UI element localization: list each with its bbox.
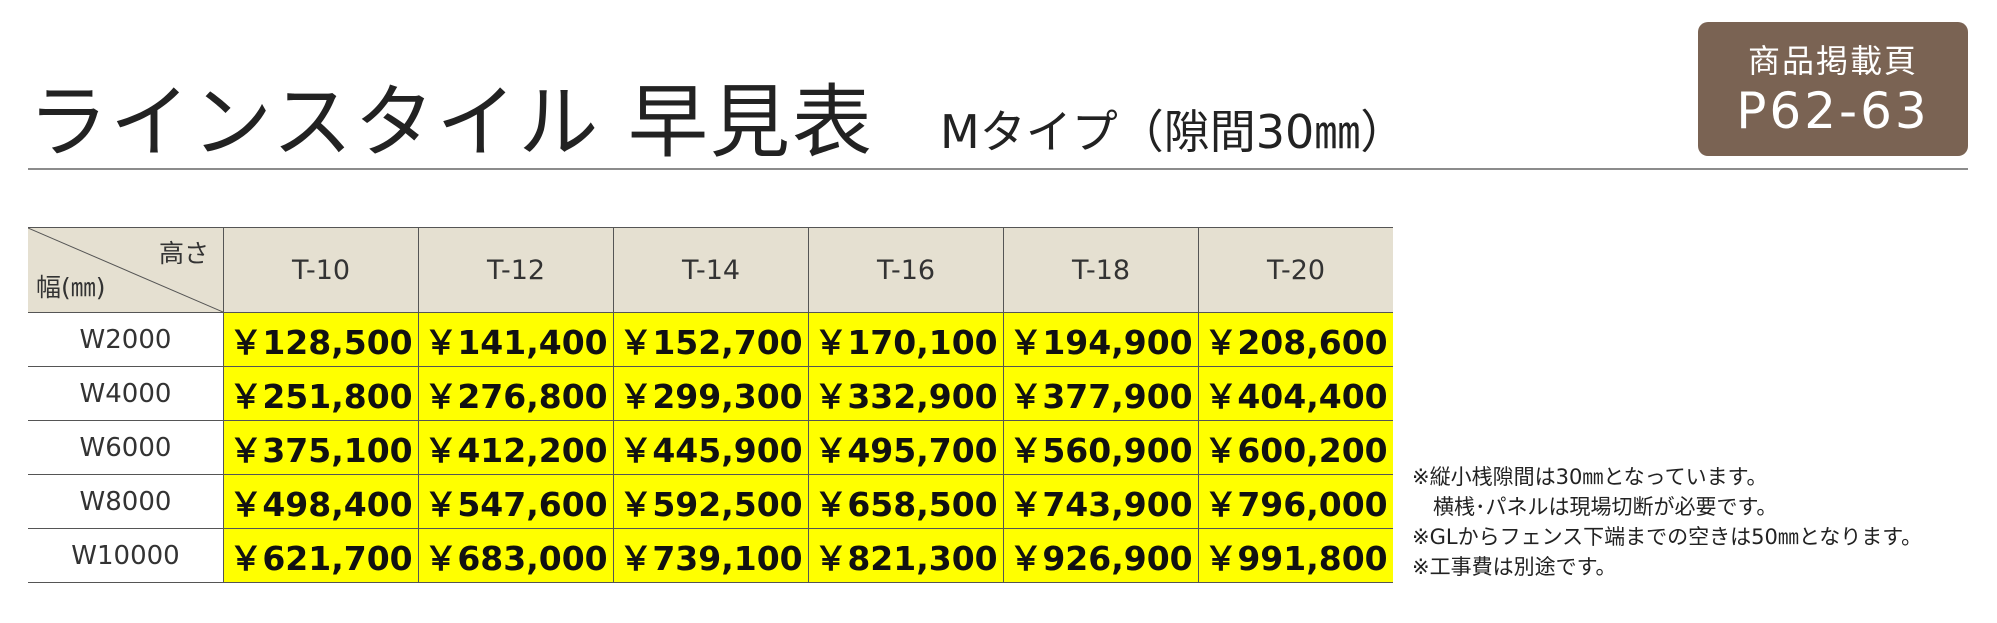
column-header: T-20: [1198, 227, 1393, 313]
diagonal: [28, 228, 223, 312]
header-row: 高さ 幅(㎜) T-10 T-12 T-14 T-16 T-18 T-20: [28, 227, 1393, 313]
row: W6000 ￥375,100 ￥412,200 ￥445,900 ￥495,700 ￥56…: [28, 420, 1393, 475]
price: ￥375,100: [223, 420, 419, 475]
corner-height: 高さ: [158, 239, 209, 268]
row-label: W6000: [28, 420, 224, 475]
price: ￥600,200: [1198, 420, 1393, 475]
column-header: T-14: [613, 227, 809, 313]
row: W2000 ￥128,500 ￥141,400 ￥152,700 ￥170,100 ￥19…: [28, 312, 1393, 367]
price: ￥658,500: [808, 474, 1004, 529]
price: ￥796,000: [1198, 474, 1393, 529]
row-label: W2000: [28, 312, 224, 367]
price: ￥495,700: [808, 420, 1004, 475]
note: ※縦小桟隙間は30㎜となっています。: [1412, 465, 1768, 489]
price: ￥621,700: [223, 528, 419, 583]
price: ￥404,400: [1198, 366, 1393, 421]
row-label: W8000: [28, 474, 224, 529]
price: ￥412,200: [418, 420, 614, 475]
price: ￥141,400: [418, 312, 614, 367]
column-header: T-12: [418, 227, 614, 313]
column-header: T-10: [223, 227, 419, 313]
note: ※工事費は別途です。: [1412, 555, 1617, 579]
subtitle: Mタイプ（隙間30㎜）: [940, 105, 1407, 159]
column-header: T-16: [808, 227, 1004, 313]
price: ￥208,600: [1198, 312, 1393, 367]
corner-cell: 高さ 幅(㎜): [28, 227, 224, 313]
price: ￥170,100: [808, 312, 1004, 367]
price: ￥276,800: [418, 366, 614, 421]
divider: [28, 168, 1968, 170]
note: 横桟･パネルは現場切断が必要です。: [1412, 495, 1778, 519]
price: ￥821,300: [808, 528, 1004, 583]
price: ￥445,900: [613, 420, 809, 475]
price: ￥592,500: [613, 474, 809, 529]
price: ￥299,300: [613, 366, 809, 421]
row-label: W4000: [28, 366, 224, 421]
price: ￥991,800: [1198, 528, 1393, 583]
price: ￥332,900: [808, 366, 1004, 421]
badge-label: 商品掲載頁: [1747, 42, 1918, 80]
note: ※GLからフェンス下端までの空きは50㎜となります。: [1412, 525, 1923, 549]
price: ￥128,500: [223, 312, 419, 367]
column-header: T-18: [1003, 227, 1199, 313]
price: ￥743,900: [1003, 474, 1199, 529]
price: ￥926,900: [1003, 528, 1199, 583]
row-label: W10000: [28, 528, 224, 583]
price: ￥560,900: [1003, 420, 1199, 475]
price: ￥498,400: [223, 474, 419, 529]
price: ￥194,900: [1003, 312, 1199, 367]
price-table: 高さ 幅(㎜) T-10 T-12 T-14 T-16 T-18 T-20 W2000 ￥1…: [28, 227, 1393, 583]
price: ￥739,100: [613, 528, 809, 583]
price: ￥683,000: [418, 528, 614, 583]
price: ￥152,700: [613, 312, 809, 367]
row: W4000 ￥251,800 ￥276,800 ￥299,300 ￥332,900 ￥37…: [28, 366, 1393, 421]
badge-pages: P62-63: [1736, 82, 1930, 140]
price: ￥251,800: [223, 366, 419, 421]
row: W8000 ￥498,400 ￥547,600 ￥592,500 ￥658,500 ￥74…: [28, 474, 1393, 529]
table-body: W2000 ￥128,500 ￥141,400 ￥152,700 ￥170,100 ￥19…: [28, 312, 1393, 583]
notes: ※縦小桟隙間は30㎜となっています。 横桟･パネルは現場切断が必要です。 ※GLか…: [1412, 462, 1922, 582]
page-badge: 商品掲載頁 P62-63: [1698, 22, 1968, 156]
row: W10000 ￥621,700 ￥683,000 ￥739,100 ￥821,300 ￥9…: [28, 528, 1393, 583]
price: ￥547,600: [418, 474, 614, 529]
title: ラインスタイル 早見表: [28, 76, 874, 169]
corner-width: 幅(㎜): [36, 273, 106, 302]
price: ￥377,900: [1003, 366, 1199, 421]
